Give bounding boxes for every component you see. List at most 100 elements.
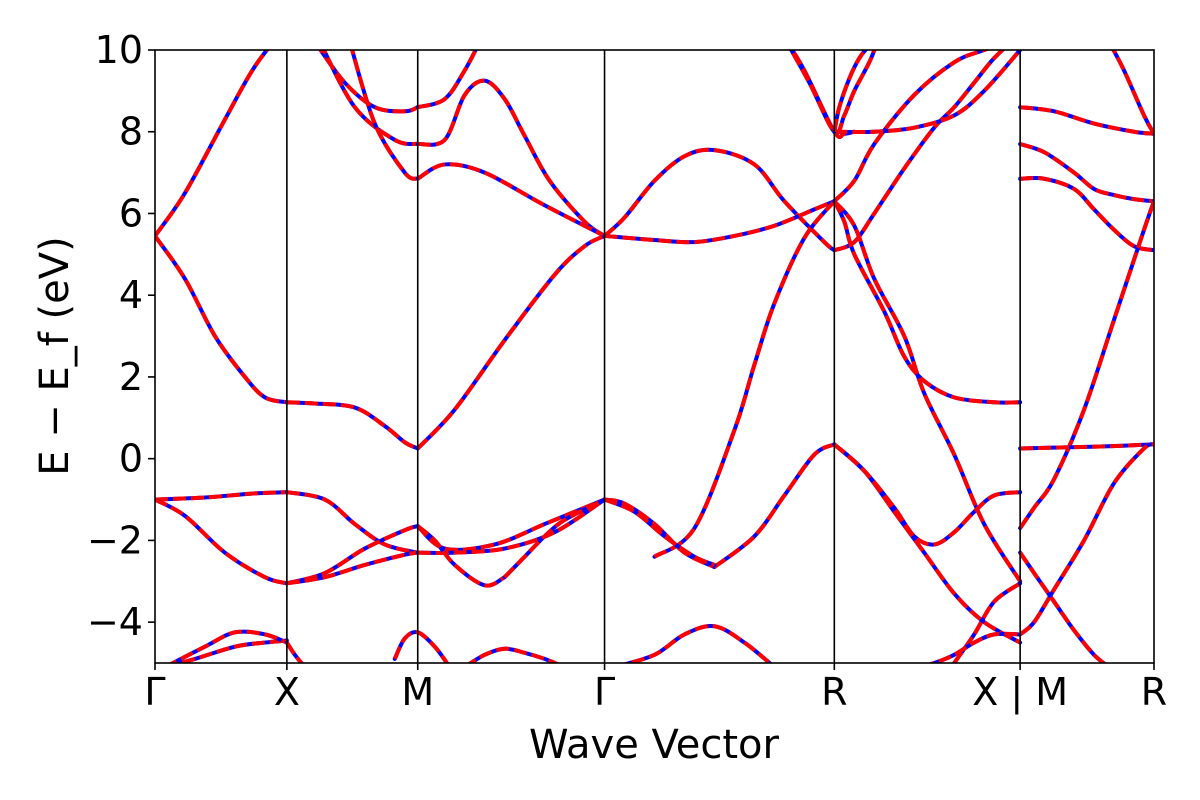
band-line [415, 497, 607, 555]
band-dashed [603, 147, 836, 252]
y-tick-label: 0 [119, 437, 143, 481]
band-solid [415, 162, 607, 238]
band-line [712, 442, 837, 569]
band-dashed [713, 442, 836, 569]
band-line [832, 50, 869, 134]
band-dashed [285, 641, 305, 663]
band-line [621, 623, 773, 663]
band-line [284, 490, 420, 555]
band-solid [602, 199, 837, 245]
band-dashed [832, 442, 1021, 547]
band-solid [415, 50, 478, 110]
band-line [502, 497, 607, 580]
band-dashed [1018, 551, 1107, 663]
band-line [392, 630, 450, 663]
band-line [155, 233, 289, 405]
band-line [1111, 50, 1154, 136]
band-dashed [155, 490, 287, 502]
band-line [415, 524, 507, 588]
band-line [1018, 442, 1154, 451]
band-dashed [416, 524, 506, 588]
band-line [602, 147, 837, 253]
band-line [284, 640, 305, 663]
band-solid [1018, 175, 1154, 253]
band-dashed [603, 497, 716, 567]
band-dashed [833, 50, 1006, 253]
band-dashed [286, 524, 419, 586]
band-solid [832, 50, 1006, 253]
y-tick-label: 8 [119, 110, 143, 154]
band-dashed [416, 234, 606, 450]
band-line [1018, 105, 1154, 136]
band-dashed [155, 497, 288, 586]
band-line [284, 400, 420, 451]
band-solid [415, 497, 607, 552]
x-tick-label: R [821, 670, 847, 714]
band-line [927, 631, 1023, 663]
band-solid [1111, 50, 1154, 136]
band-solid [1018, 199, 1154, 531]
band-line [415, 50, 478, 110]
band-dashed [467, 646, 561, 663]
band-solid [155, 50, 270, 238]
band-dashed [653, 199, 836, 559]
band-solid [415, 233, 607, 451]
band-dashed [952, 581, 1022, 663]
y-tick-label: 4 [119, 273, 143, 317]
band-line [1018, 442, 1154, 637]
band-line [832, 50, 1006, 253]
band-dashed [927, 631, 1021, 663]
band-solid [415, 497, 607, 555]
plot-frame [154, 49, 1155, 664]
band-line [155, 50, 270, 238]
band-line [602, 199, 837, 245]
band-line [1018, 550, 1107, 663]
band-dashed [286, 400, 419, 451]
band-line [832, 442, 1023, 547]
band-solid [155, 233, 289, 405]
band-line [832, 50, 991, 204]
band-dashed [417, 50, 478, 110]
band-dashed [832, 50, 869, 133]
band-solid [415, 78, 607, 238]
band-line [467, 646, 561, 663]
band-line [321, 50, 420, 147]
band-solid [1018, 141, 1154, 204]
band-line [350, 50, 420, 181]
x-tick-label: Γ [144, 670, 165, 714]
y-tick-label: 2 [119, 355, 143, 399]
band-dashed [155, 50, 270, 238]
band-dashed [834, 50, 1022, 135]
band-solid [712, 442, 837, 569]
high-symmetry-lines [286, 50, 1021, 663]
band-dashed [416, 162, 606, 238]
band-line [832, 199, 1023, 584]
band-dashed [417, 78, 606, 238]
band-dashed [604, 199, 836, 245]
band-dashed [621, 623, 773, 663]
y-tick-label: −2 [87, 518, 143, 562]
band-solid [392, 630, 450, 663]
band-dashed [417, 497, 606, 555]
band-dashed [1018, 200, 1154, 530]
band-solid [155, 497, 289, 586]
x-axis-title: Wave Vector [529, 722, 780, 768]
band-dashed [832, 50, 991, 203]
x-axis-ticks: Γ X M Γ R X | M R [144, 663, 1167, 715]
band-line [415, 233, 607, 451]
band-line [832, 199, 1023, 405]
band-dashed [1018, 442, 1154, 636]
band-dashed [350, 50, 419, 181]
x-tick-label: R [1141, 670, 1167, 714]
band-dashed [286, 490, 419, 555]
band-line [832, 50, 1023, 135]
band-line [652, 199, 837, 559]
band-line [155, 490, 289, 502]
band-dashed [1111, 50, 1154, 135]
band-line [415, 497, 607, 552]
band-solid [832, 199, 1023, 584]
y-axis-title: E − E_f (eV) [32, 236, 78, 475]
band-line [788, 50, 877, 135]
band-dashed [1019, 142, 1154, 204]
band-line [1018, 175, 1154, 253]
